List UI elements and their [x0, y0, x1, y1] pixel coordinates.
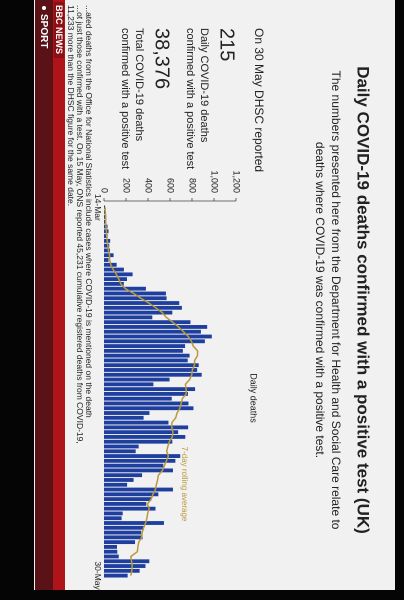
y-tick-label: 0 [100, 188, 110, 193]
bar [103, 454, 181, 458]
bar [104, 368, 198, 372]
rolling-average-line [104, 207, 199, 576]
bar [104, 468, 173, 473]
bar [104, 382, 154, 387]
daily-label: confirmed with a positive test [184, 28, 196, 169]
bar [104, 334, 212, 339]
bar [103, 296, 167, 301]
bar [103, 540, 136, 545]
bar [104, 511, 123, 516]
bar [104, 487, 173, 492]
bar [104, 344, 186, 348]
bar [104, 458, 176, 463]
bar [104, 272, 133, 277]
bar [103, 492, 159, 497]
total-value: 38,376 [151, 28, 173, 89]
bar [103, 478, 134, 482]
bar [103, 281, 124, 286]
bar [103, 391, 188, 396]
line-annotation: 7-day rolling average [180, 447, 189, 522]
total-label: Total COVID-19 deaths [133, 28, 145, 142]
x-tick-label: 14-Mar [93, 194, 103, 221]
footnote: ...ated deaths from the Office for Natio… [84, 5, 94, 418]
bar [104, 363, 199, 368]
bar [103, 463, 164, 468]
footnote: ...ot just those confirmed with a test. … [75, 5, 85, 444]
bar [103, 525, 144, 530]
bar [103, 396, 172, 401]
bar [103, 506, 156, 511]
bar [104, 568, 140, 573]
bar [104, 497, 152, 502]
bar [103, 549, 118, 554]
bar [104, 564, 146, 568]
subtitle: deaths where COVID-19 was confirmed with… [313, 142, 327, 458]
bar [104, 387, 196, 392]
bar [104, 482, 128, 487]
bar [104, 353, 190, 358]
bar [104, 439, 173, 444]
news-bar [53, 0, 65, 590]
y-tick-label: 600 [166, 178, 176, 193]
bar [104, 420, 169, 425]
bar [104, 377, 170, 382]
ticker-bullet [42, 6, 46, 10]
subtitle: The numbers presented here from the Depa… [329, 71, 343, 530]
bar [103, 401, 189, 406]
logo-box [54, 2, 64, 58]
bar [104, 415, 144, 420]
bar [104, 559, 150, 564]
bar [104, 358, 188, 363]
y-axis-label: Daily deaths [249, 373, 259, 423]
bar [103, 501, 147, 506]
bar [103, 530, 142, 535]
bar [103, 449, 136, 454]
bar [103, 444, 139, 449]
total-label: confirmed with a positive test [119, 28, 131, 169]
bar [103, 411, 150, 415]
bar [104, 545, 117, 549]
bar [103, 348, 183, 353]
bar [103, 573, 128, 578]
y-tick-label: 400 [144, 178, 154, 193]
daily-label: Daily COVID-19 deaths [198, 28, 210, 143]
x-tick-label: 30-May [93, 561, 103, 590]
y-tick-label: 1,200 [232, 170, 242, 193]
bar [103, 339, 205, 344]
bar [103, 406, 194, 411]
panel-heading: On 30 May DHSC reported [252, 28, 266, 172]
bar [104, 320, 191, 325]
chart-title: Daily COVID-19 deaths confirmed with a p… [354, 66, 373, 534]
ticker-bar [35, 0, 53, 590]
footnote: 11,233 more than the DHSC figure for the… [66, 5, 76, 206]
y-tick-label: 200 [122, 178, 132, 193]
bar [104, 430, 179, 435]
bar [104, 516, 122, 521]
bar [103, 315, 153, 320]
bar [104, 301, 180, 305]
bar [103, 372, 202, 377]
bar [103, 473, 143, 478]
bar [103, 435, 186, 439]
bar [103, 325, 208, 329]
logo: BBC NEWS [54, 5, 64, 54]
bar [104, 258, 109, 262]
y-tick-label: 1,000 [210, 170, 220, 193]
bar [104, 310, 173, 315]
y-tick-label: 800 [188, 178, 198, 193]
bar [103, 535, 143, 540]
bar [103, 425, 189, 430]
bar [103, 277, 127, 282]
ticker: SPORT [38, 14, 49, 48]
bar [103, 521, 164, 525]
bar [104, 305, 182, 310]
daily-value: 215 [216, 28, 238, 61]
bar [103, 554, 119, 559]
bar [104, 329, 201, 334]
